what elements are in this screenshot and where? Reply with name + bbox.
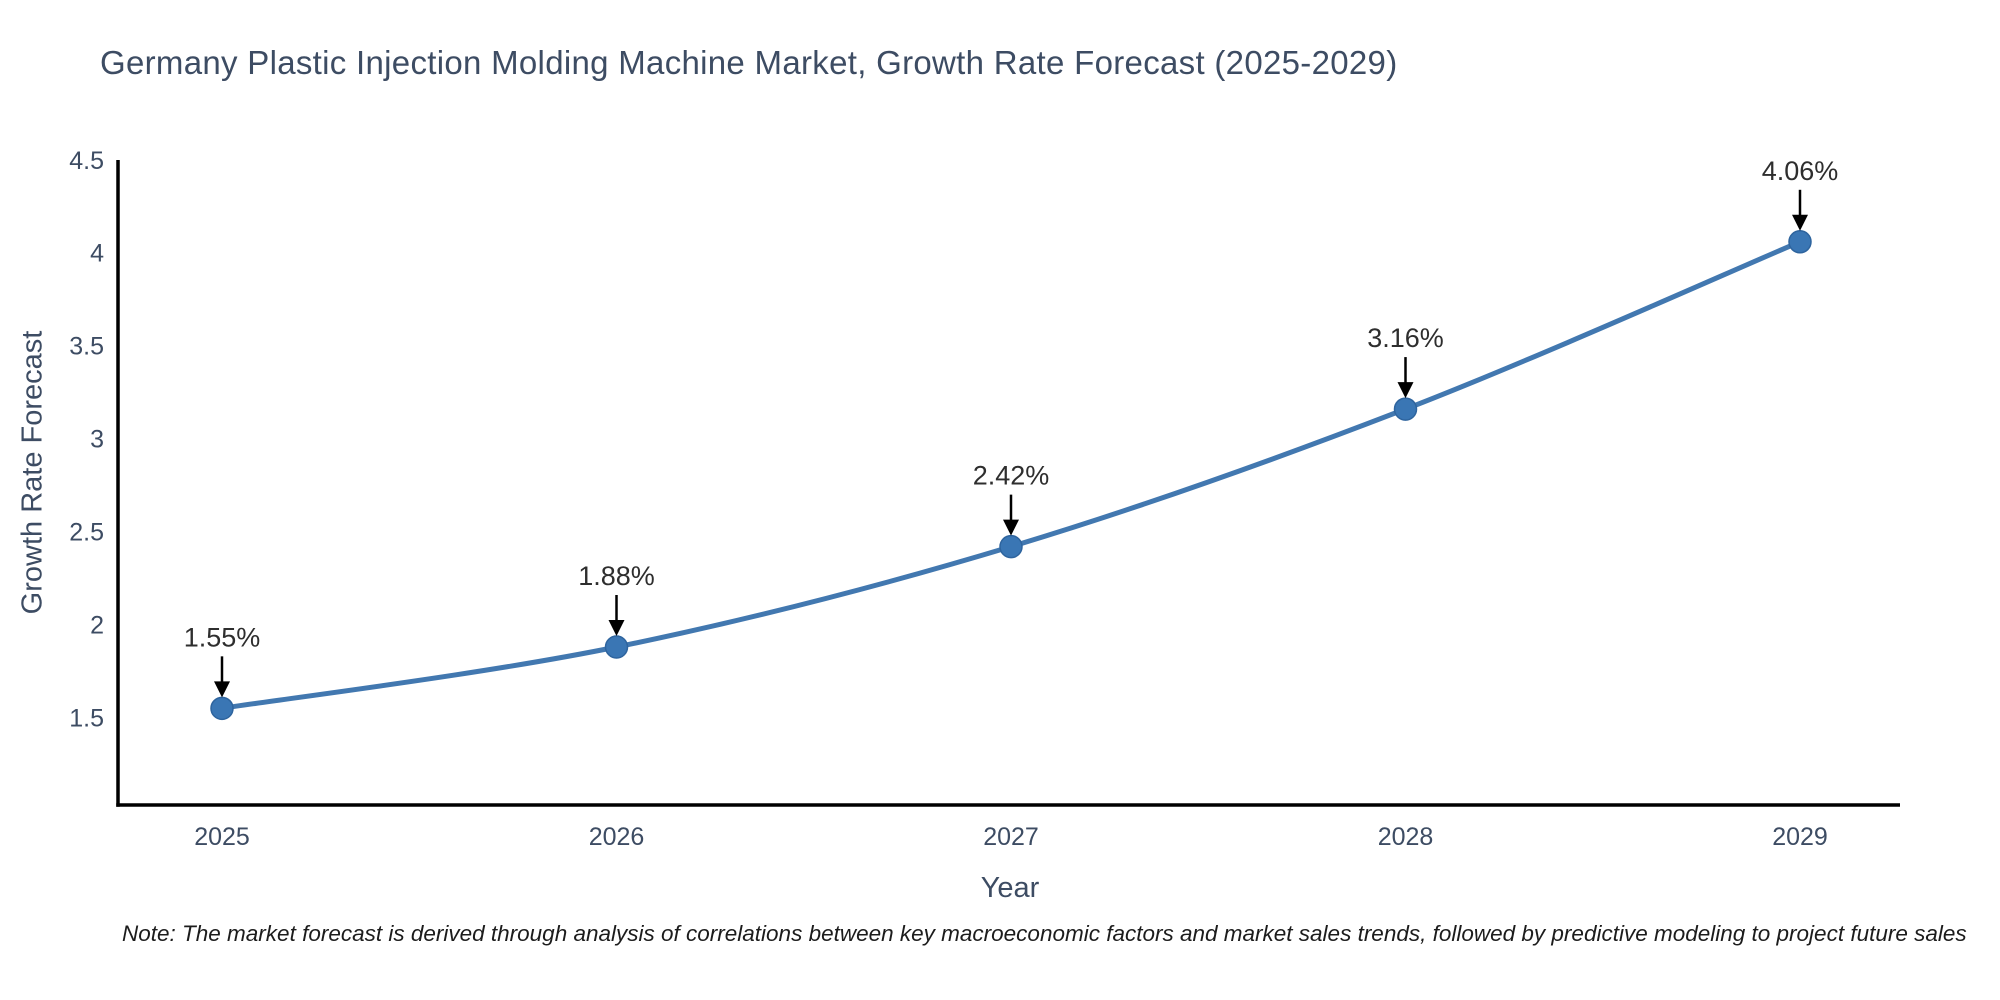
data-point-label: 4.06% bbox=[1762, 156, 1839, 186]
y-tick-label: 2 bbox=[90, 611, 104, 639]
data-point-label: 1.55% bbox=[184, 622, 261, 652]
x-tick-label: 2026 bbox=[589, 823, 645, 851]
data-point-marker-2025 bbox=[210, 696, 234, 721]
annotation-arrow-head-icon bbox=[608, 620, 625, 637]
y-tick-label: 3 bbox=[90, 426, 104, 454]
x-tick-label: 2028 bbox=[1378, 823, 1434, 851]
y-axis-title: Growth Rate Forecast bbox=[16, 330, 49, 615]
chart-title: Germany Plastic Injection Molding Machin… bbox=[100, 44, 1398, 81]
y-tick-label: 4 bbox=[90, 240, 104, 268]
annotation-arrow-head-icon bbox=[214, 681, 230, 698]
data-point-marker-2026 bbox=[604, 635, 629, 659]
y-tick-label: 2.5 bbox=[69, 519, 104, 547]
plot-area: 1.55% 1.88% 2.42% 3.16% 4.06% 1.5 2 2.5 3 3.5 4 4.5… bbox=[69, 147, 1900, 851]
data-point-label: 2.42% bbox=[973, 461, 1050, 491]
annotation-arrow-head-icon bbox=[1397, 382, 1414, 399]
data-point-marker-2028 bbox=[1393, 397, 1418, 421]
data-point-marker-2027 bbox=[999, 534, 1023, 559]
y-tick-label: 3.5 bbox=[69, 333, 104, 361]
y-tick-label: 1.5 bbox=[69, 704, 104, 732]
footnote: Note: The market forecast is derived thr… bbox=[122, 921, 1967, 946]
data-point-marker-2029 bbox=[1788, 230, 1812, 254]
y-tick-label: 4.5 bbox=[69, 147, 104, 175]
data-point-label: 3.16% bbox=[1367, 323, 1444, 353]
x-tick-label: 2027 bbox=[983, 823, 1039, 851]
x-tick-label: 2029 bbox=[1772, 823, 1828, 851]
annotation-arrow-head-icon bbox=[1003, 519, 1019, 536]
x-tick-label: 2025 bbox=[194, 823, 250, 851]
annotation-arrow-head-icon bbox=[1792, 214, 1808, 231]
x-axis-title: Year bbox=[980, 872, 1040, 904]
data-point-label: 1.88% bbox=[578, 561, 655, 591]
